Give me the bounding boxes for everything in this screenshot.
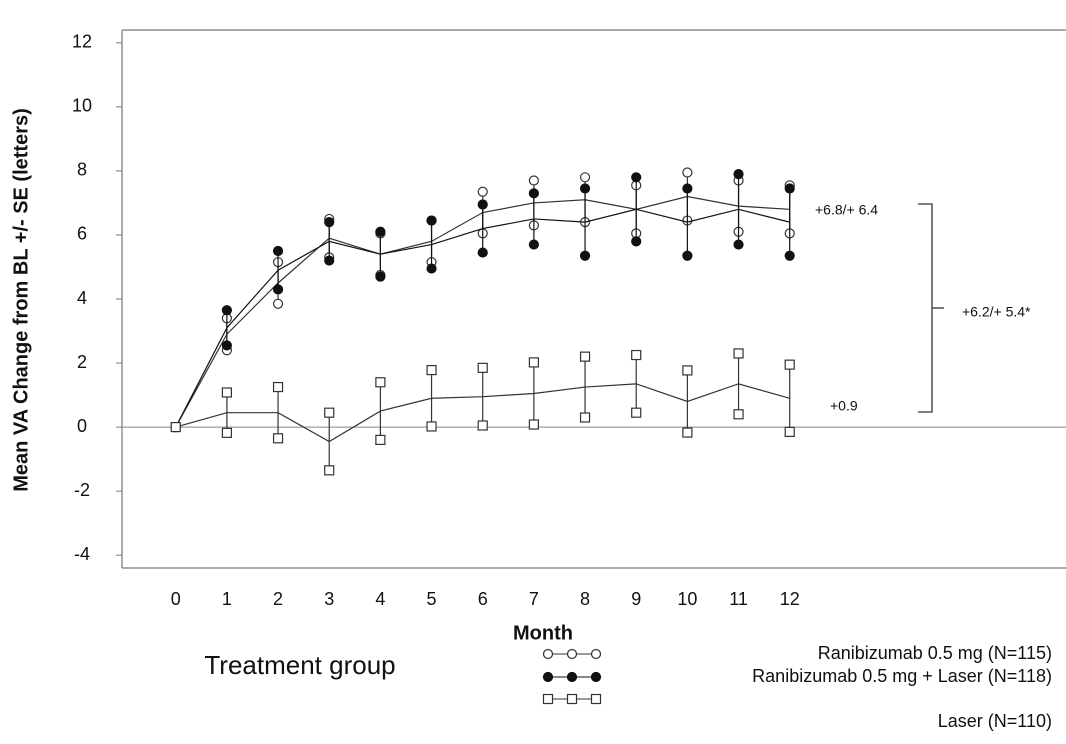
x-tick-label: 3: [324, 589, 334, 609]
x-tick-label: 8: [580, 589, 590, 609]
error-cap: [579, 172, 591, 183]
legend-label: Ranibizumab 0.5 mg + Laser (N=118): [752, 666, 1052, 686]
error-cap: [375, 226, 386, 237]
error-cap: [426, 215, 437, 226]
error-cap: [528, 175, 539, 186]
x-tick-label: 9: [631, 589, 641, 609]
legend-marker: [566, 693, 578, 705]
error-cap: [324, 217, 335, 228]
error-cap: [221, 305, 232, 316]
error-cap: [733, 169, 744, 180]
error-cap: [477, 199, 488, 210]
x-tick-label: 0: [171, 589, 181, 609]
annotation: +6.8/+ 6.4: [815, 202, 878, 218]
y-tick-label: 8: [77, 160, 87, 180]
legend-label: Ranibizumab 0.5 mg (N=115): [818, 643, 1052, 663]
y-axis-label: Mean VA Change from BL +/- SE (letters): [10, 108, 32, 492]
error-cap: [324, 407, 335, 418]
annotation: +0.9: [830, 398, 858, 414]
error-cap: [631, 172, 642, 183]
error-cap: [272, 433, 284, 444]
error-cap: [272, 284, 284, 295]
legend-marker: [590, 693, 602, 705]
legend-label: Laser (N=110): [938, 711, 1052, 731]
error-cap: [375, 377, 386, 388]
x-tick-label: 11: [729, 589, 748, 609]
error-cap: [477, 420, 488, 431]
error-cap: [784, 183, 795, 194]
x-tick-label: 5: [427, 589, 437, 609]
legend-marker: [590, 648, 602, 660]
error-cap: [477, 362, 488, 373]
error-cap: [528, 239, 539, 250]
error-cap: [426, 364, 437, 376]
error-cap: [784, 359, 795, 370]
error-cap: [631, 236, 642, 247]
error-cap: [682, 365, 693, 376]
error-cap: [324, 465, 335, 476]
y-tick-label: -2: [74, 480, 90, 500]
legend-marker: [542, 671, 554, 683]
error-cap: [579, 412, 591, 423]
y-tick-label: 10: [72, 96, 92, 116]
error-cap: [682, 427, 693, 438]
error-cap: [528, 357, 539, 368]
error-cap: [324, 255, 335, 266]
y-tick-label: -4: [74, 544, 90, 564]
x-tick-label: 12: [780, 589, 800, 609]
y-tick-label: 2: [77, 352, 87, 372]
error-cap: [477, 247, 488, 258]
legend-marker: [542, 693, 554, 705]
error-cap: [477, 186, 488, 197]
error-cap: [733, 348, 744, 359]
error-cap: [631, 407, 642, 418]
error-cap: [426, 263, 437, 274]
error-cap: [579, 351, 591, 362]
x-tick-label: 6: [478, 589, 488, 609]
plot-frame: [121, 29, 1066, 569]
x-tick-label: 10: [677, 589, 697, 609]
error-cap: [528, 419, 539, 430]
error-cap: [375, 271, 386, 282]
y-tick-label: 12: [72, 32, 92, 52]
error-cap: [733, 409, 744, 420]
x-tick-label: 2: [273, 589, 283, 609]
legend-marker: [542, 648, 554, 660]
error-cap: [528, 188, 539, 199]
error-cap: [784, 426, 795, 437]
annotation: +6.2/+ 5.4*: [962, 304, 1031, 320]
error-cap: [682, 167, 693, 178]
legend-marker: [590, 671, 602, 683]
legend-marker: [566, 671, 578, 683]
brackets: [918, 203, 944, 413]
error-cap: [682, 250, 693, 261]
x-tick-label: 7: [529, 589, 539, 609]
x-tick-label: 1: [222, 589, 232, 609]
error-cap: [221, 427, 232, 438]
legend-marker: [566, 648, 578, 660]
error-cap: [426, 421, 437, 432]
x-axis-label: Month: [513, 622, 573, 644]
x-tick-label: 4: [375, 589, 385, 609]
error-cap: [579, 250, 591, 261]
y-tick-label: 6: [77, 224, 87, 244]
error-cap: [631, 349, 642, 361]
y-tick-label: 4: [77, 288, 87, 308]
error-cap: [272, 245, 284, 257]
y-tick-label: 0: [77, 416, 87, 436]
error-cap: [733, 239, 744, 250]
error-cap: [579, 183, 591, 194]
error-cap: [221, 387, 232, 398]
legend-title: Treatment group: [204, 650, 395, 680]
error-cap: [375, 434, 386, 446]
error-cap: [784, 250, 795, 261]
point: [170, 421, 181, 433]
error-cap: [272, 298, 284, 309]
error-cap: [221, 340, 232, 351]
error-cap: [682, 183, 693, 194]
error-cap: [272, 381, 284, 393]
